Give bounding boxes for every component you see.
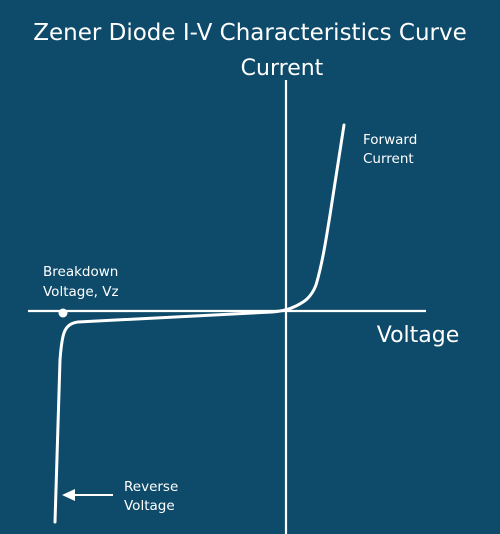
forward-annotation-line2: Current [363, 151, 414, 167]
breakdown-annotation-line2: Voltage, Vz [43, 284, 119, 300]
current-axis-label: Current [241, 56, 324, 81]
diagram-title: Zener Diode I-V Characteristics Curve [33, 20, 467, 46]
reverse-annotation-line2: Voltage [124, 498, 175, 514]
reverse-arrow-head-icon [62, 489, 75, 501]
breakdown-point-marker [58, 308, 68, 318]
voltage-axis-label: Voltage [377, 323, 460, 348]
iv-curve [53, 123, 346, 524]
breakdown-annotation-line1: Breakdown [43, 264, 118, 280]
reverse-annotation-line1: Reverse [124, 479, 178, 495]
forward-annotation-line1: Forward [363, 132, 417, 148]
